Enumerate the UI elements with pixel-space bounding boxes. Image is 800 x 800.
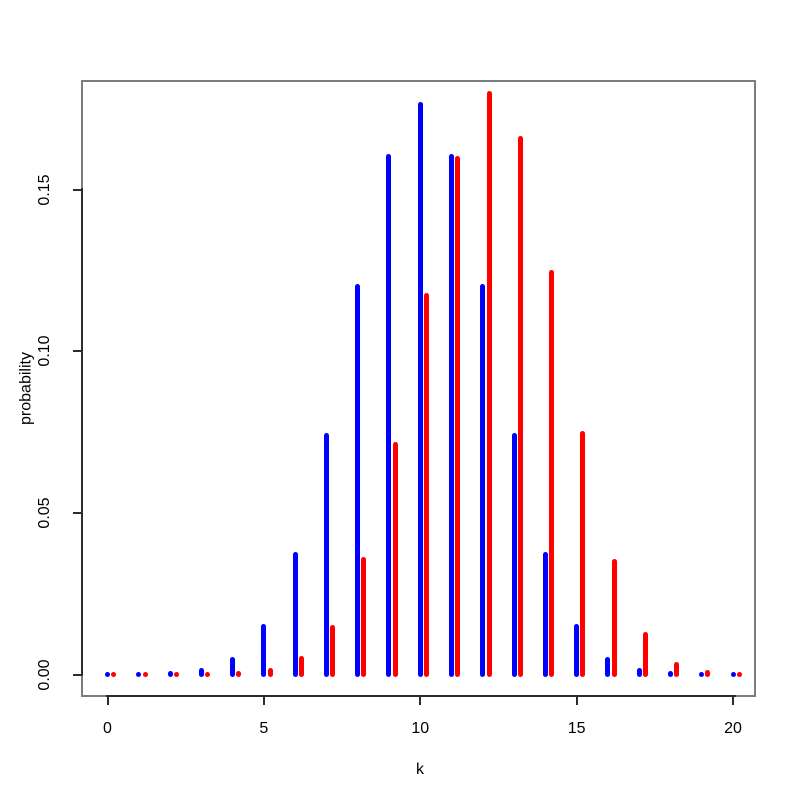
red-series-spike	[486, 91, 492, 677]
x-tick-label: 15	[567, 720, 586, 737]
blue-series-spike	[292, 552, 298, 677]
blue-series-spike	[449, 154, 455, 677]
x-tick-label: 10	[411, 720, 430, 737]
red-series-spike	[298, 656, 304, 677]
red-series-spike	[236, 671, 242, 677]
red-series-spike	[549, 269, 555, 677]
y-tick	[73, 511, 81, 514]
red-series-spike	[642, 632, 648, 677]
red-series-spike	[111, 671, 117, 677]
x-tick	[262, 697, 265, 705]
blue-series-spike	[323, 432, 329, 677]
red-series-spike	[330, 624, 336, 677]
y-tick-label: 0.05	[36, 497, 53, 529]
x-axis-line	[106, 695, 736, 697]
blue-series-spike	[386, 154, 392, 677]
blue-series-spike	[699, 671, 705, 677]
x-tick	[732, 697, 734, 705]
blue-series-spike	[105, 671, 110, 677]
red-series-spike	[361, 557, 367, 677]
red-series-spike	[611, 558, 617, 677]
y-tick-label: 0.15	[36, 173, 53, 206]
blue-series-spike	[136, 671, 142, 677]
red-series-spike	[705, 670, 711, 677]
blue-series-spike	[261, 624, 267, 677]
blue-series-spike	[198, 668, 204, 677]
red-series-spike	[517, 135, 523, 677]
y-axis-line	[81, 188, 83, 676]
blue-series-spike	[574, 624, 580, 677]
blue-series-spike	[730, 671, 736, 677]
x-tick	[419, 697, 422, 705]
red-series-spike	[424, 293, 429, 677]
blue-series-spike	[542, 552, 548, 677]
blue-series-spike	[167, 671, 173, 677]
x-tick	[106, 697, 109, 705]
y-tick	[73, 673, 81, 676]
blue-series-spike	[636, 668, 642, 677]
blue-series-spike	[511, 432, 517, 677]
blue-series-spike	[605, 657, 611, 677]
x-tick-label: 0	[103, 720, 112, 737]
red-series-spike	[455, 155, 461, 677]
x-tick	[575, 697, 578, 705]
blue-series-spike	[480, 283, 486, 677]
red-series-spike	[205, 671, 211, 677]
y-tick-label: 0.00	[36, 658, 53, 691]
red-series-spike	[392, 442, 398, 677]
blue-series-spike	[417, 102, 423, 677]
red-series-spike	[736, 671, 742, 677]
y-tick-label: 0.10	[36, 335, 53, 367]
y-tick	[73, 350, 81, 353]
red-series-spike	[267, 667, 273, 677]
x-tick-label: 20	[724, 720, 742, 737]
blue-series-spike	[230, 657, 236, 677]
x-axis-title: k	[416, 761, 424, 778]
y-axis-title: probability	[17, 352, 35, 425]
blue-series-spike	[355, 283, 361, 677]
blue-series-spike	[667, 671, 673, 677]
red-series-spike	[580, 430, 586, 677]
red-series-spike	[674, 662, 680, 677]
x-tick-label: 5	[259, 720, 269, 737]
y-tick	[73, 188, 81, 191]
red-series-spike	[142, 671, 148, 677]
red-series-spike	[173, 671, 179, 677]
